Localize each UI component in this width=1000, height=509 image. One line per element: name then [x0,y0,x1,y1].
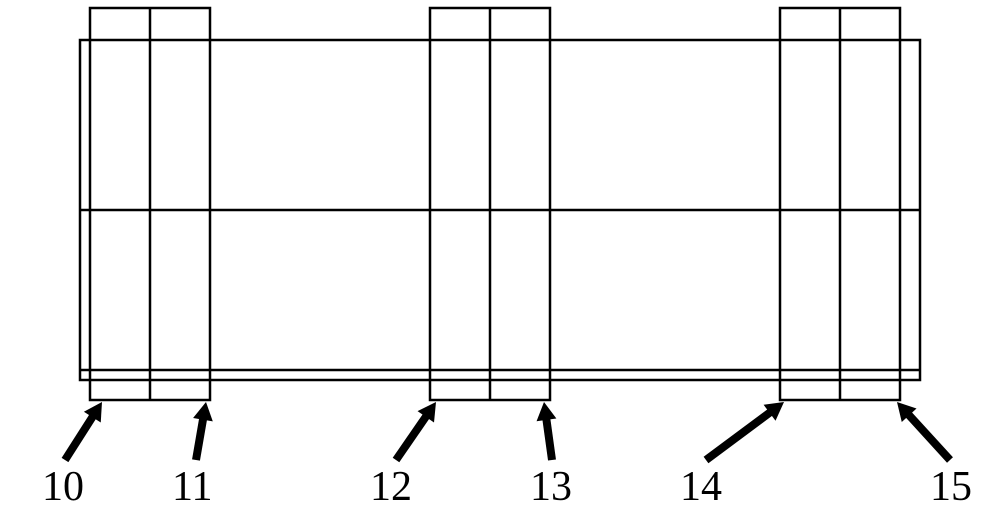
diagram-svg: 10 11 12 13 14 15 [0,0,1000,509]
arrow-12 [396,402,436,460]
label-15: 15 [930,464,972,509]
label-14: 14 [680,464,722,509]
pillar-0 [90,8,210,400]
label-11: 11 [172,464,212,509]
arrow-11 [193,402,213,460]
arrow-13 [537,402,557,460]
arrow-15 [897,402,950,460]
pillar-1 [430,8,550,400]
pillar-2 [780,8,900,400]
label-10: 10 [42,464,84,509]
label-13: 13 [530,464,572,509]
label-12: 12 [370,464,412,509]
arrow-14 [706,402,784,460]
arrow-10 [65,402,102,460]
